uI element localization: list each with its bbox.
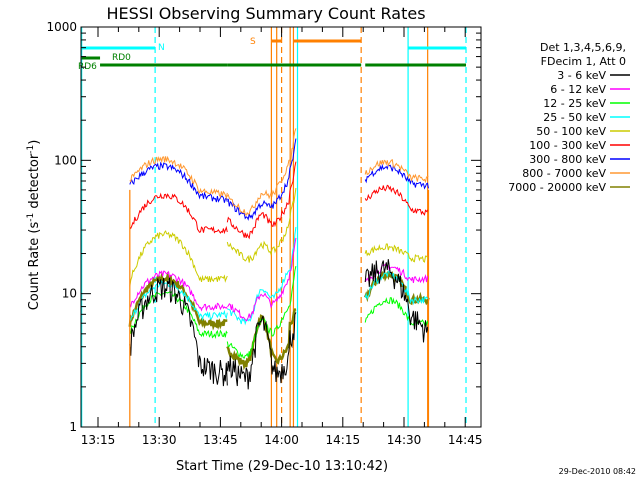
- y-axis-label-sup2: -1: [26, 145, 36, 154]
- series-line: [226, 308, 297, 371]
- series-line: [129, 155, 228, 200]
- series-line: [364, 159, 429, 184]
- series-line: [129, 161, 228, 203]
- series-line: [129, 230, 228, 287]
- legend-entry-label: 6 - 12 keV: [550, 83, 606, 96]
- x-tick-label: 14:30: [387, 433, 422, 447]
- series-line: [226, 187, 297, 263]
- series-line: [128, 271, 228, 331]
- status-label-n: N: [158, 43, 165, 53]
- status-label-rd6: RD6: [78, 62, 97, 72]
- legend-entry-label: 12 - 25 keV: [543, 97, 606, 110]
- y-axis-label-sup: -1: [26, 213, 36, 222]
- legend-entry-label: 25 - 50 keV: [543, 111, 606, 124]
- status-label-rd0: RD0: [112, 53, 131, 63]
- series-line: [226, 312, 297, 390]
- series-line: [227, 237, 297, 322]
- series-line: [364, 243, 429, 263]
- plot-frame: [80, 26, 482, 428]
- series-line: [129, 270, 228, 312]
- legend-entry-label: 50 - 100 keV: [536, 125, 606, 138]
- footer-timestamp: 29-Dec-2010 08:42: [559, 467, 636, 476]
- status-label-s: S: [250, 37, 256, 47]
- y-axis-label-main: Count Rate (s: [27, 222, 42, 311]
- series-line: [129, 277, 228, 387]
- legend-header: Det 1,3,4,5,6,9,: [540, 41, 626, 54]
- y-axis-label-mid: detector: [27, 153, 42, 213]
- legend-entry-label: 800 - 7000 keV: [522, 167, 606, 180]
- legend-header: FDecim 1, Att 0: [541, 55, 626, 68]
- legend-entry-label: 3 - 6 keV: [557, 69, 606, 82]
- y-axis-label: Count Rate (s-1 detector-1): [26, 140, 42, 311]
- series-line: [129, 192, 228, 235]
- series-line: [226, 161, 297, 240]
- series-line: [227, 138, 297, 221]
- legend-entry-label: 100 - 300 keV: [529, 139, 606, 152]
- y-axis-label-end: ): [27, 140, 42, 145]
- y-tick-label: 10: [62, 287, 77, 301]
- y-tick-label: 1: [69, 420, 77, 434]
- series-line: [226, 128, 297, 216]
- chart-title: HESSI Observing Summary Count Rates: [106, 4, 425, 23]
- y-tick-label: 100: [54, 153, 77, 167]
- axes: 1 10 100 1000 13:15 13:30 13:45 14:00 14:15 14:30…: [46, 20, 482, 447]
- series-line: [364, 163, 429, 190]
- plot-area: N S RD0 RD6: [78, 27, 467, 427]
- legend-entry-label: 7000 - 20000 keV: [508, 181, 606, 194]
- series-line: [226, 265, 297, 359]
- legend: Det 1,3,4,5,6,9,FDecim 1, Att 03 - 6 keV…: [508, 41, 630, 194]
- x-axis-label: Start Time (29-Dec-10 13:10:42): [176, 459, 388, 474]
- x-tick-label: 14:15: [326, 433, 361, 447]
- y-tick-label: 1000: [46, 20, 77, 34]
- x-tick-label: 14:00: [264, 433, 299, 447]
- series-line: [364, 259, 429, 343]
- x-tick-label: 13:45: [203, 433, 238, 447]
- legend-entry-label: 300 - 800 keV: [529, 153, 606, 166]
- x-tick-label: 14:45: [448, 433, 483, 447]
- series-line: [364, 268, 430, 306]
- series-line: [364, 184, 429, 216]
- series-line: [227, 226, 297, 326]
- svg-text:Count Rate (s-1 detector-1): Count Rate (s-1 detector-1): [26, 140, 42, 311]
- x-tick-label: 13:30: [142, 433, 177, 447]
- x-tick-label: 13:15: [81, 433, 116, 447]
